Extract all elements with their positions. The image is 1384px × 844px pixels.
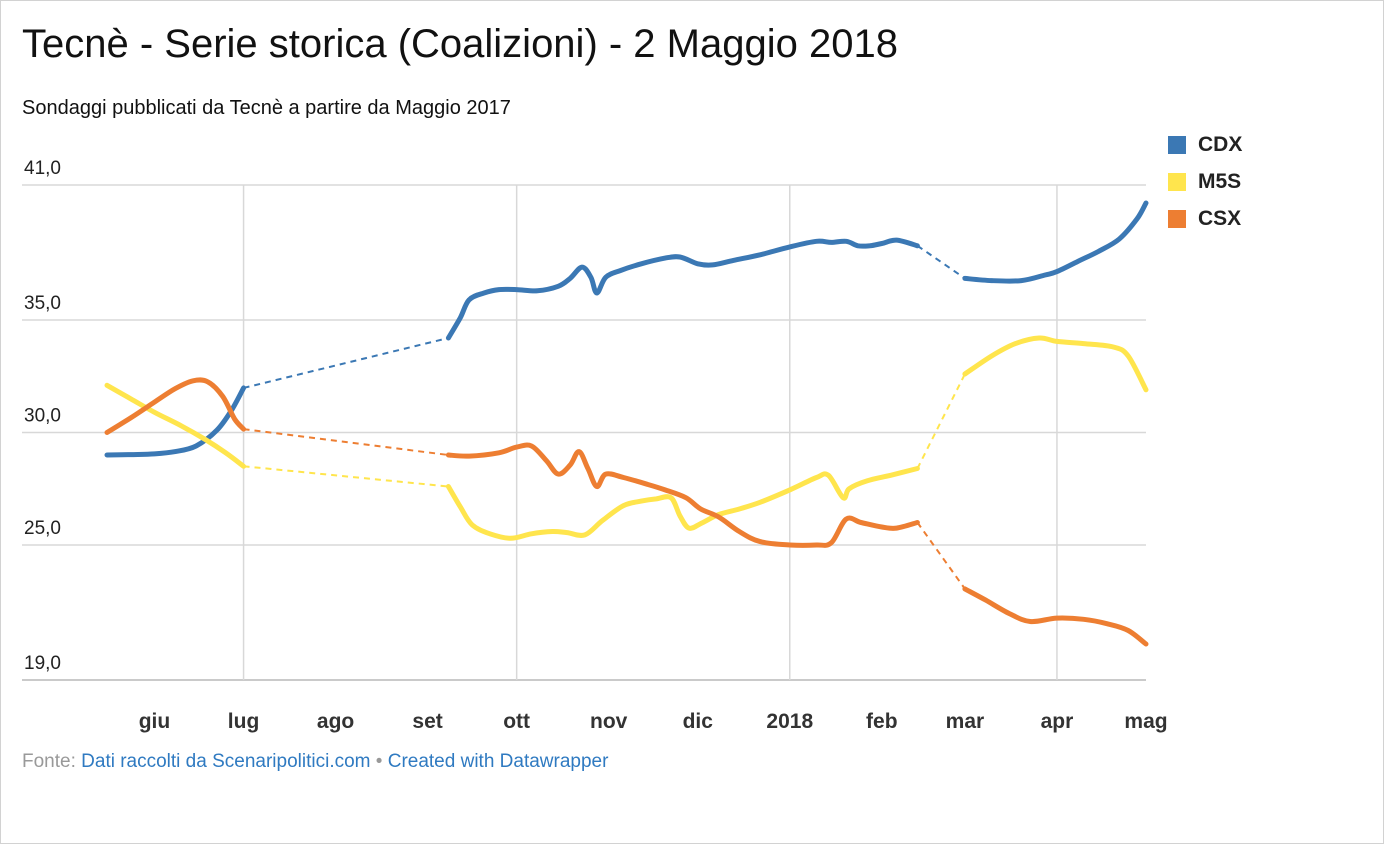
series-gap-csx: [916, 521, 966, 590]
x-tick-label: apr: [1041, 710, 1074, 733]
x-tick-label: set: [412, 710, 442, 733]
series-line-csx: [104, 377, 247, 435]
x-tick-label: 2018: [766, 710, 813, 733]
x-tick-label: mar: [946, 710, 985, 733]
x-tick-label: nov: [590, 710, 628, 733]
x-tick-label: lug: [228, 710, 260, 733]
series-gap-cdx: [243, 337, 449, 389]
series-line-m5s: [962, 335, 1149, 393]
series-line-csx: [445, 442, 920, 548]
legend-item-m5s[interactable]: M5S: [1168, 163, 1242, 200]
legend: CDX M5S CSX: [1168, 126, 1242, 237]
x-tick-label: dic: [683, 710, 714, 733]
legend-swatch-cdx: [1168, 135, 1186, 154]
series-gap-m5s: [243, 465, 449, 488]
y-tick-label: 25,0: [24, 518, 61, 539]
chart-title: Tecnè - Serie storica (Coalizioni) - 2 M…: [22, 22, 898, 66]
x-axis-ticks: giu lug ago set ott nov dic 2018 feb mar apr mag: [139, 710, 1168, 733]
legend-swatch-csx: [1168, 209, 1186, 228]
x-tick-label: feb: [866, 710, 898, 733]
x-tick-label: ott: [503, 710, 530, 733]
series-line-csx: [962, 586, 1149, 647]
legend-label-cdx: CDX: [1198, 132, 1243, 156]
series-line-m5s: [445, 466, 920, 541]
x-tick-label: giu: [139, 710, 171, 733]
y-tick-label: 19,0: [24, 653, 61, 674]
x-tick-label: mag: [1124, 710, 1167, 733]
y-axis-ticks: 41,0 35,0 30,0 25,0 19,0: [24, 158, 61, 674]
chart-subtitle: Sondaggi pubblicati da Tecnè a partire d…: [22, 97, 511, 119]
footer: Fonte: Dati raccolti da Scenaripolitici.…: [22, 751, 608, 773]
series-gap-csx: [243, 428, 449, 456]
y-tick-label: 30,0: [24, 406, 61, 427]
footer-source-label: Fonte:: [22, 751, 82, 772]
series-line-cdx: [962, 200, 1149, 284]
y-tick-label: 41,0: [24, 158, 61, 179]
series-lines: [104, 200, 1149, 647]
series-gap-m5s: [916, 373, 966, 469]
series-gap-cdx: [916, 244, 966, 280]
x-tick-label: ago: [317, 710, 354, 733]
footer-source-link[interactable]: Dati raccolti da Scenaripolitici.com: [81, 751, 371, 772]
legend-label-csx: CSX: [1198, 206, 1242, 230]
series-line-m5s: [104, 382, 247, 469]
y-tick-label: 35,0: [24, 293, 61, 314]
legend-label-m5s: M5S: [1198, 169, 1242, 193]
series-line-cdx: [445, 237, 920, 341]
legend-item-csx[interactable]: CSX: [1168, 200, 1242, 237]
legend-swatch-m5s: [1168, 172, 1186, 191]
grid-lines: [22, 184, 1146, 681]
footer-created-with-link[interactable]: Created with Datawrapper: [387, 751, 609, 772]
legend-item-cdx[interactable]: CDX: [1168, 126, 1242, 163]
footer-separator: •: [370, 751, 388, 772]
